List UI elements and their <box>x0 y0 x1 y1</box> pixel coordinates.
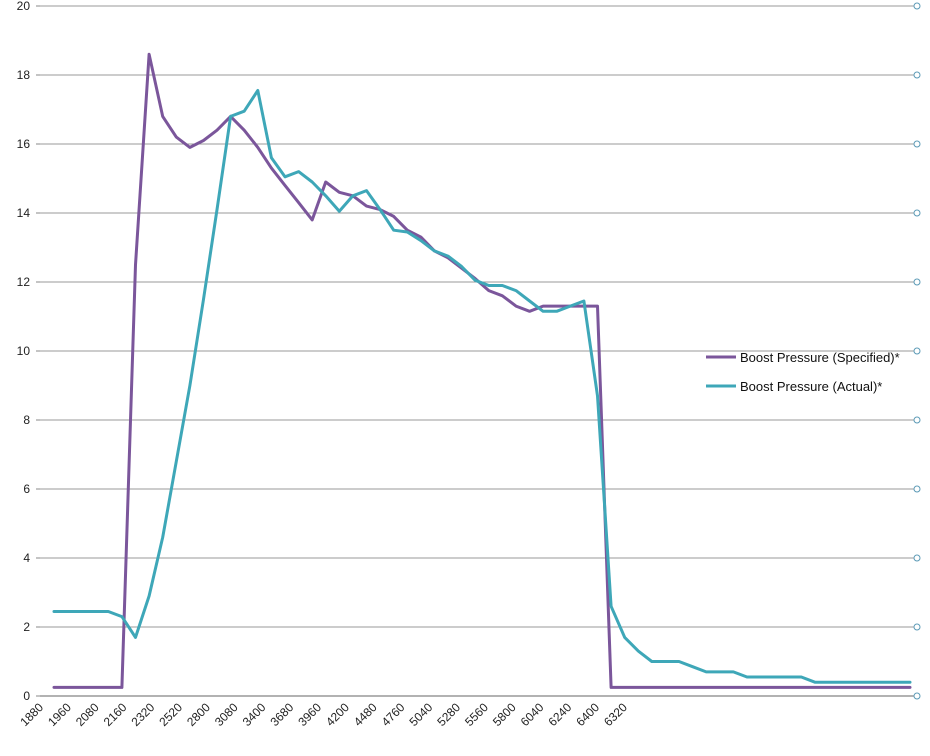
x-tick-label: 5280 <box>434 700 463 729</box>
right-axis-marker-14 <box>913 209 921 217</box>
y-tick-label-6: 6 <box>23 482 30 496</box>
legend-label-actual: Boost Pressure (Actual)* <box>740 379 882 394</box>
y-tick-label-14: 14 <box>17 206 31 220</box>
right-axis-marker-12 <box>913 278 921 286</box>
right-axis-marker-6 <box>913 485 921 493</box>
x-tick-label: 1960 <box>45 700 74 729</box>
right-axis-marker-18 <box>913 71 921 79</box>
x-tick-label: 1880 <box>17 700 46 729</box>
x-tick-label: 4200 <box>323 700 352 729</box>
right-axis-markers <box>913 2 921 700</box>
x-tick-label: 3080 <box>212 700 241 729</box>
x-tick-label: 6320 <box>601 700 630 729</box>
series-line-specified <box>52 52 912 689</box>
y-tick-label-20: 20 <box>17 0 31 13</box>
y-axis-ticks: 0 2 4 6 8 10 12 14 16 18 20 <box>17 0 40 703</box>
y-tick-label-10: 10 <box>17 344 31 358</box>
y-tick-label-8: 8 <box>23 413 30 427</box>
x-tick-label: 4760 <box>379 700 408 729</box>
x-axis-ticks: 1880 1960 2080 2160 2320 2520 2800 3080 3400 3680… <box>17 700 630 729</box>
right-axis-marker-2 <box>913 623 921 631</box>
right-axis-marker-8 <box>913 416 921 424</box>
x-tick-label: 5560 <box>462 700 491 729</box>
x-tick-label: 3680 <box>268 700 297 729</box>
x-tick-label: 2800 <box>184 700 213 729</box>
x-tick-label: 6240 <box>546 700 575 729</box>
x-tick-label: 2520 <box>156 700 185 729</box>
right-axis-marker-16 <box>913 140 921 148</box>
right-axis-marker-0 <box>913 692 921 700</box>
x-tick-label: 2080 <box>73 700 102 729</box>
y-tick-label-18: 18 <box>17 68 31 82</box>
right-axis-marker-4 <box>913 554 921 562</box>
x-tick-label: 2320 <box>129 700 158 729</box>
series-lines <box>52 52 912 689</box>
x-tick-label: 3960 <box>295 700 324 729</box>
x-tick-label: 2160 <box>101 700 130 729</box>
y-tick-label-16: 16 <box>17 137 31 151</box>
y-tick-label-4: 4 <box>23 551 30 565</box>
legend-label-specified: Boost Pressure (Specified)* <box>740 350 900 365</box>
x-tick-label: 3400 <box>240 700 269 729</box>
x-tick-label: 4480 <box>351 700 380 729</box>
gridlines <box>40 5 917 697</box>
right-axis-marker-20 <box>913 2 921 10</box>
y-tick-label-2: 2 <box>23 620 30 634</box>
x-tick-label: 5040 <box>407 700 436 729</box>
x-tick-label: 6400 <box>573 700 602 729</box>
y-tick-label-12: 12 <box>17 275 31 289</box>
x-tick-label: 6040 <box>518 700 547 729</box>
y-tick-label-0: 0 <box>23 689 30 703</box>
legend: Boost Pressure (Specified)* Boost Pressu… <box>706 350 900 394</box>
series-line-actual <box>52 89 912 684</box>
x-tick-label: 5800 <box>490 700 519 729</box>
right-axis-marker-10 <box>913 347 921 355</box>
